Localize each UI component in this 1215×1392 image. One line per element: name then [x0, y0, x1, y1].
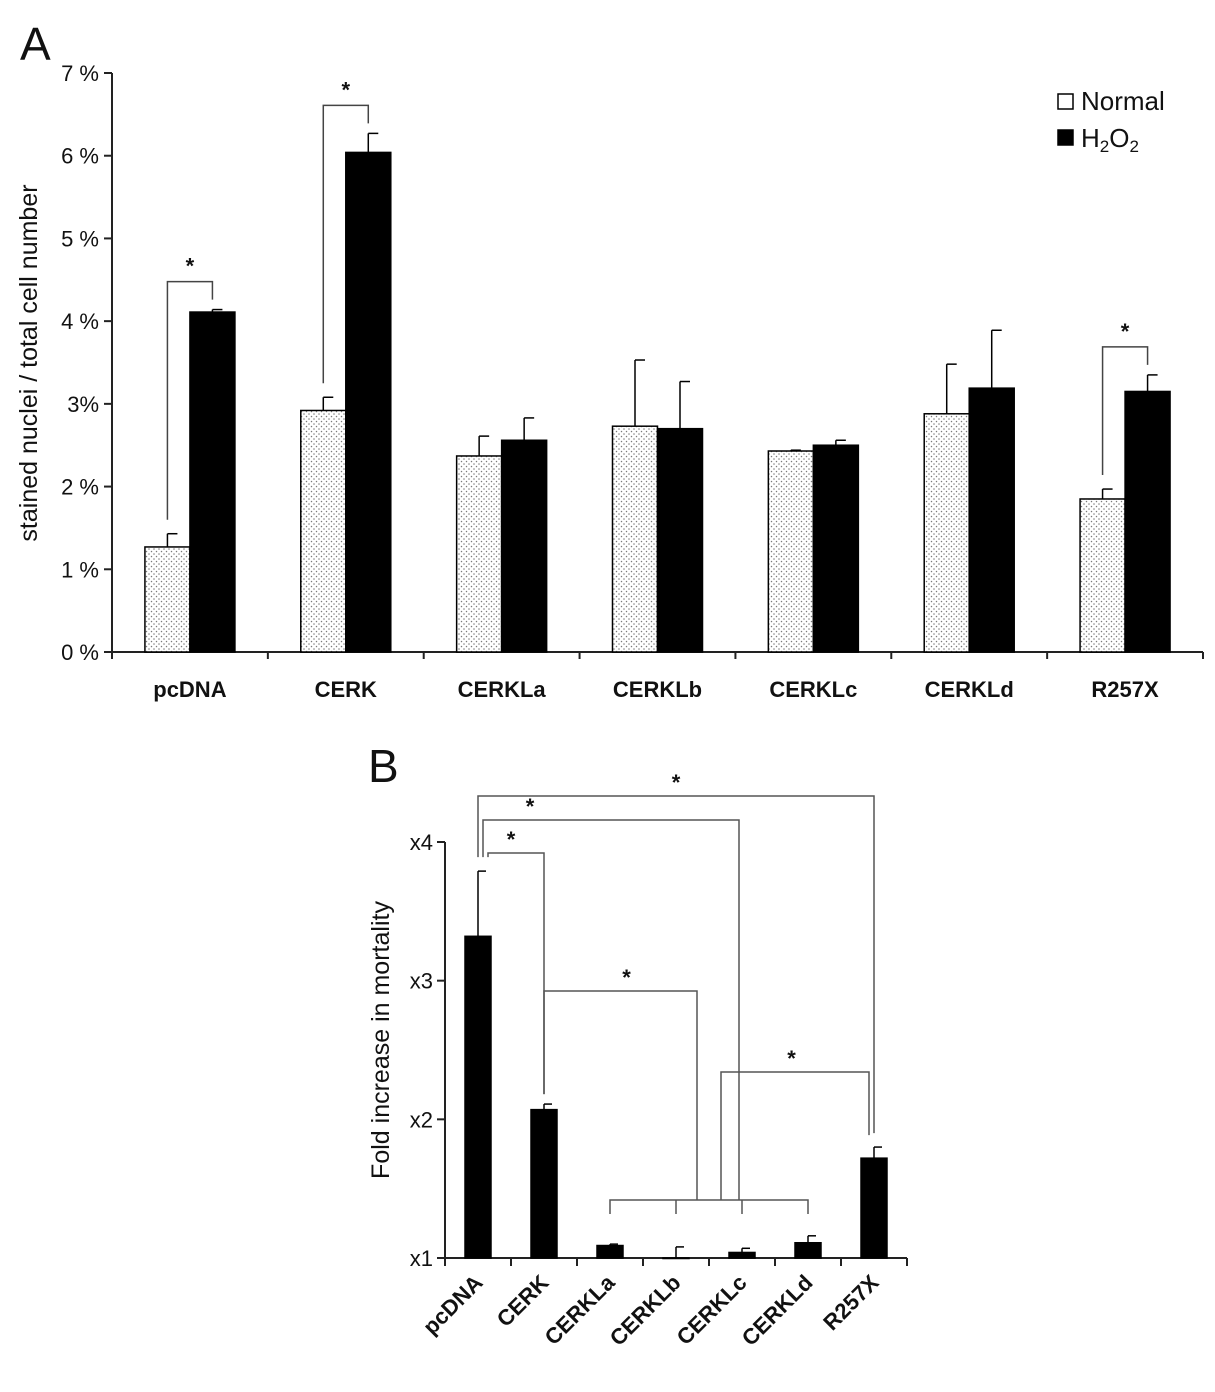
category-label-cerklc: CERKLc	[769, 677, 857, 702]
significance-bracket-r257x	[1101, 346, 1149, 476]
bar-h2o2-r257x	[1124, 390, 1171, 653]
category-label-cerkld: CERKLd	[925, 677, 1014, 702]
panel-a-y-tick-label: 1 %	[61, 557, 99, 582]
bar-fold-cerk	[530, 1108, 558, 1259]
panel-a-category-labels: pcDNA CERK CERKLa CERKLb CERKLc CERKLd R257X	[153, 677, 1159, 702]
bar-fold-cerkld	[794, 1241, 822, 1259]
panel-a-y-tick-label: 0 %	[61, 640, 99, 665]
category-label-cerklb: CERKLb	[613, 677, 702, 702]
bar-fold-r257x	[860, 1157, 888, 1259]
significance-star-b-3: *	[622, 965, 631, 990]
panel-b-y-tick-label: x2	[410, 1107, 433, 1132]
panel-a-significance: * * *	[166, 77, 1149, 520]
panel-a-y-tick-label: 7 %	[61, 61, 99, 86]
bar-h2o2-cerklb	[656, 427, 704, 653]
bar-normal-cerk	[300, 409, 347, 653]
panel-b-y-tick-label: x3	[410, 969, 433, 994]
category-label-b-cerkld: CERKLd	[737, 1270, 818, 1351]
panel-a-bars	[144, 151, 1171, 653]
panel-a-y-ticks: 0 % 1 % 2 % 3% 4 % 5 % 6 % 7 %	[61, 61, 112, 665]
category-label-b-pcdna: pcDNA	[418, 1270, 488, 1340]
panel-a-y-axis-title: stained nuclei / total cell number	[15, 184, 43, 541]
significance-bracket-b-0	[477, 795, 875, 1134]
significance-star-pcdna: *	[186, 254, 195, 279]
bar-h2o2-cerkld	[968, 387, 1015, 653]
panel-b-y-tick-label: x4	[410, 830, 433, 855]
panel-a-y-tick-label: 3%	[67, 392, 99, 417]
bar-fold-cerklc	[728, 1251, 756, 1259]
panel-b-error-bars	[477, 870, 882, 1258]
category-label-b-cerkla: CERKLa	[540, 1269, 620, 1349]
bar-normal-cerklb	[611, 425, 659, 653]
significance-star-cerk: *	[342, 77, 351, 102]
panel-a-y-tick-label: 4 %	[61, 309, 99, 334]
bar-fold-pcdna	[464, 935, 492, 1259]
significance-star-b-0: *	[672, 770, 681, 795]
legend-swatch-h2o2	[1057, 129, 1074, 146]
panel-a-legend: Normal H2O2	[1057, 86, 1165, 156]
bar-normal-pcdna	[144, 546, 191, 653]
category-label-b-cerk: CERK	[492, 1270, 554, 1332]
bar-h2o2-pcdna	[189, 311, 236, 653]
bar-normal-cerklc	[767, 450, 815, 653]
category-label-b-r257x: R257X	[818, 1270, 883, 1335]
panel-a-y-tick-label: 5 %	[61, 226, 99, 251]
significance-star-b-4: *	[787, 1046, 796, 1071]
category-label-cerk: CERK	[315, 677, 377, 702]
panel-b-letter: B	[368, 740, 399, 792]
bar-fold-cerklb	[662, 1257, 690, 1260]
bar-normal-r257x	[1079, 498, 1126, 653]
panel-a-y-tick-label: 6 %	[61, 144, 99, 169]
category-label-b-cerklc: CERKLc	[672, 1270, 752, 1350]
category-label-r257x: R257X	[1091, 677, 1159, 702]
bar-h2o2-cerk	[345, 151, 392, 653]
bar-normal-cerkld	[923, 413, 970, 653]
bar-h2o2-cerklc	[812, 444, 860, 653]
legend-label-normal: Normal	[1081, 86, 1165, 116]
panel-b-bars	[464, 935, 888, 1260]
category-label-b-cerklb: CERKLb	[605, 1270, 686, 1351]
significance-group-bracket	[609, 1199, 809, 1214]
panel-b-y-tick-label: x1	[410, 1246, 433, 1271]
panel-a-error-bars	[166, 132, 1158, 547]
significance-bracket-b-2	[487, 852, 545, 1095]
panel-a: A stained nuclei / total cell number 0 %…	[15, 18, 1204, 702]
significance-bracket-b-3	[543, 990, 698, 1200]
bar-fold-cerkla	[596, 1244, 624, 1259]
bar-normal-cerkla	[455, 455, 503, 653]
legend-label-h2o2: H2O2	[1081, 123, 1139, 156]
category-label-cerkla: CERKLa	[458, 677, 547, 702]
panel-b-y-ticks: x1 x2 x3 x4	[410, 830, 445, 1271]
significance-bracket-cerk	[322, 104, 370, 384]
panel-b-significance: * * * * *	[477, 770, 875, 1214]
significance-star-b-2: *	[507, 827, 516, 852]
significance-bracket-b-4	[720, 1071, 870, 1200]
significance-bracket-pcdna	[166, 280, 214, 520]
category-label-pcdna: pcDNA	[153, 677, 226, 702]
significance-bracket-b-1	[482, 819, 740, 1200]
significance-star-r257x: *	[1121, 319, 1130, 344]
panel-b-y-axis-title: Fold increase in mortality	[367, 901, 395, 1179]
legend-swatch-normal	[1057, 93, 1074, 110]
panel-a-y-tick-label: 2 %	[61, 475, 99, 500]
panel-a-letter: A	[20, 18, 51, 70]
significance-star-b-1: *	[526, 794, 535, 819]
bar-h2o2-cerkla	[500, 439, 548, 653]
